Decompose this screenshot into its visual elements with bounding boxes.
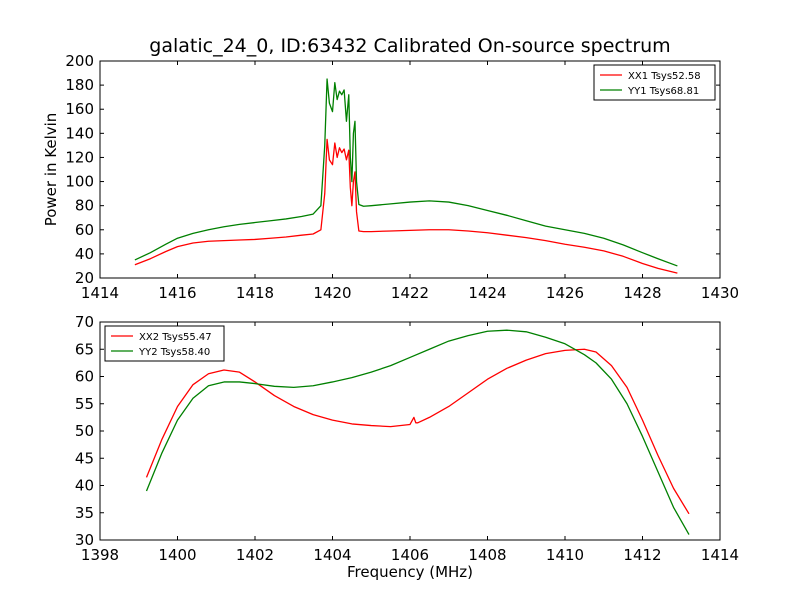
y-tick-label: 50 bbox=[75, 422, 94, 440]
y-tick-label: 20 bbox=[75, 269, 94, 287]
y-tick-label: 180 bbox=[65, 76, 94, 94]
x-tick-label: 1424 bbox=[468, 284, 506, 302]
legend-entry: YY2 Tsys58.40 bbox=[138, 347, 210, 358]
legend: XX2 Tsys55.47 YY2 Tsys58.40 bbox=[104, 325, 225, 362]
x-tick-label: 1422 bbox=[391, 284, 429, 302]
y-tick-label: 60 bbox=[75, 221, 94, 239]
x-tick-label: 1398 bbox=[81, 546, 119, 564]
y-axis-label: Power in Kelvin bbox=[42, 113, 60, 227]
legend-entry: YY1 Tsys68.81 bbox=[627, 86, 699, 97]
x-tick-label: 1416 bbox=[158, 284, 196, 302]
y-tick-label: 80 bbox=[75, 197, 94, 215]
legend: XX1 Tsys52.58 YY1 Tsys68.81 bbox=[593, 64, 716, 101]
y-tick-label: 140 bbox=[65, 124, 94, 142]
y-tick-label: 40 bbox=[75, 245, 94, 263]
series-line-1 bbox=[134, 138, 678, 274]
y-tick-label: 200 bbox=[65, 52, 94, 70]
x-tick-label: 1414 bbox=[701, 546, 739, 564]
y-tick-label: 40 bbox=[75, 477, 94, 495]
y-tick-label: 100 bbox=[65, 173, 94, 191]
x-tick-label: 1430 bbox=[701, 284, 739, 302]
x-tick-label: 1408 bbox=[468, 546, 506, 564]
y-tick-label: 65 bbox=[75, 340, 94, 358]
x-tick-label: 1404 bbox=[313, 546, 351, 564]
x-tick-label: 1426 bbox=[546, 284, 584, 302]
x-tick-label: 1412 bbox=[623, 546, 661, 564]
figure-title: galatic_24_0, ID:63432 Calibrated On-sou… bbox=[149, 35, 670, 57]
y-tick-label: 35 bbox=[75, 504, 94, 522]
x-tick-label: 1400 bbox=[158, 546, 196, 564]
x-tick-label: 1418 bbox=[236, 284, 274, 302]
y-tick-label: 60 bbox=[75, 368, 94, 386]
y-tick-label: 160 bbox=[65, 100, 94, 118]
series-line-2 bbox=[145, 329, 690, 535]
x-tick-label: 1406 bbox=[391, 546, 429, 564]
series-line-1 bbox=[145, 348, 690, 515]
y-tick-label: 45 bbox=[75, 449, 94, 467]
bottom-panel: 1398 1400 1402 1404 1406 1408 1410 1412 1414 30 35… bbox=[75, 313, 739, 581]
series-line-2 bbox=[134, 78, 678, 267]
legend-box bbox=[593, 64, 716, 101]
x-tick-label: 1402 bbox=[236, 546, 274, 564]
legend-entry: XX2 Tsys55.47 bbox=[139, 332, 212, 343]
x-axis-label: Frequency (MHz) bbox=[347, 563, 473, 581]
y-tick-label: 120 bbox=[65, 148, 94, 166]
x-tick-label: 1410 bbox=[546, 546, 584, 564]
x-tick-label: 1414 bbox=[81, 284, 119, 302]
x-tick-label: 1428 bbox=[623, 284, 661, 302]
top-panel: 1414 1416 1418 1420 1422 1424 1426 1428 1430 20 40… bbox=[42, 52, 739, 302]
y-tick-label: 70 bbox=[75, 313, 94, 331]
legend-box bbox=[104, 325, 225, 362]
legend-entry: XX1 Tsys52.58 bbox=[628, 71, 701, 82]
y-tick-label: 30 bbox=[75, 531, 94, 549]
y-tick-label: 55 bbox=[75, 395, 94, 413]
x-tick-label: 1420 bbox=[313, 284, 351, 302]
